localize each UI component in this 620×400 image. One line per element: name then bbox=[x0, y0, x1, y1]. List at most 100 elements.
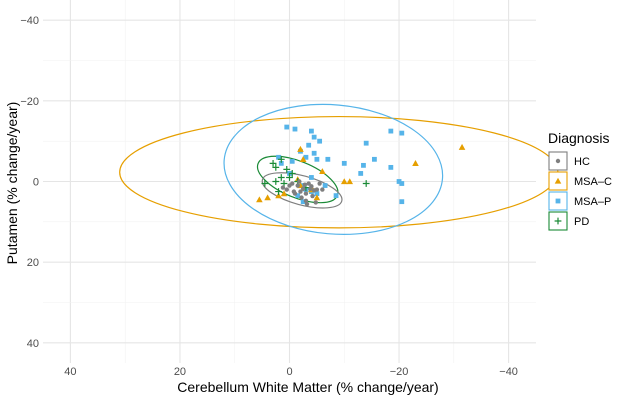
legend-key-marker bbox=[554, 177, 562, 184]
data-point bbox=[388, 164, 394, 170]
data-point bbox=[303, 154, 309, 160]
data-point bbox=[297, 145, 304, 152]
data-point bbox=[309, 175, 314, 180]
data-point bbox=[341, 160, 347, 166]
data-point bbox=[286, 174, 293, 181]
data-point bbox=[310, 193, 315, 199]
legend-label: MSA–C bbox=[574, 176, 612, 188]
legend-key-marker bbox=[555, 158, 561, 164]
legend-item: PD bbox=[548, 211, 589, 231]
data-point bbox=[325, 156, 331, 162]
data-point bbox=[346, 178, 354, 185]
x-tick-label: −20 bbox=[390, 366, 409, 378]
data-point bbox=[277, 155, 285, 163]
data-point bbox=[311, 150, 317, 156]
data-point bbox=[256, 196, 263, 203]
data-point bbox=[319, 168, 326, 175]
data-point bbox=[311, 134, 317, 140]
data-point bbox=[277, 174, 285, 181]
data-point bbox=[314, 156, 320, 162]
legend-label: PD bbox=[574, 216, 589, 228]
data-point bbox=[280, 185, 286, 190]
y-axis-title: Putamen (% change/year) bbox=[4, 102, 20, 265]
data-point bbox=[362, 180, 370, 187]
y-tick-label: −40 bbox=[20, 15, 39, 27]
data-point bbox=[306, 181, 311, 186]
y-tick-label: 0 bbox=[33, 177, 39, 189]
legend-label: MSA–P bbox=[574, 196, 611, 208]
data-point bbox=[361, 162, 366, 168]
legend-label: HC bbox=[574, 156, 590, 168]
data-point bbox=[320, 187, 325, 192]
data-point bbox=[317, 138, 323, 144]
legend-item: MSA–C bbox=[548, 171, 612, 191]
data-point bbox=[306, 142, 312, 148]
data-point bbox=[278, 160, 284, 166]
plot-panel bbox=[43, 0, 559, 363]
x-tick-label: 40 bbox=[64, 366, 76, 378]
x-ticks: 40 20 0 −20 −40 bbox=[64, 366, 518, 378]
data-point bbox=[302, 182, 308, 187]
y-tick-label: −20 bbox=[20, 96, 39, 108]
data-point bbox=[303, 191, 309, 196]
data-point bbox=[287, 183, 292, 188]
data-point bbox=[308, 186, 313, 191]
data-point bbox=[399, 130, 405, 136]
y-ticks: −40 −20 0 20 40 bbox=[20, 15, 39, 350]
data-point bbox=[412, 160, 419, 166]
ellipse-circle bbox=[261, 172, 343, 209]
data-point bbox=[300, 186, 306, 191]
legend-title: Diagnosis bbox=[548, 130, 609, 146]
data-point bbox=[309, 128, 314, 134]
data-point bbox=[264, 194, 271, 201]
x-tick-label: 0 bbox=[286, 366, 292, 378]
x-tick-label: 20 bbox=[174, 366, 186, 378]
data-point bbox=[299, 156, 307, 162]
data-point bbox=[399, 199, 405, 205]
data-point bbox=[358, 171, 364, 176]
ellipse-triangle bbox=[119, 115, 559, 229]
data-point bbox=[313, 200, 318, 205]
data-point bbox=[322, 183, 328, 188]
data-point bbox=[298, 189, 303, 194]
data-point bbox=[295, 193, 301, 199]
series-circle bbox=[280, 179, 325, 207]
data-point bbox=[372, 156, 377, 162]
data-point bbox=[291, 189, 297, 194]
data-point bbox=[333, 193, 339, 199]
x-axis-title: Cerebellum White Matter (% change/year) bbox=[177, 379, 438, 395]
data-point bbox=[292, 126, 298, 132]
data-point bbox=[340, 178, 348, 185]
data-point bbox=[283, 166, 291, 173]
data-point bbox=[284, 187, 289, 192]
data-point bbox=[299, 195, 304, 200]
y-tick-label: 40 bbox=[27, 338, 39, 350]
data-point bbox=[269, 159, 277, 167]
data-point bbox=[399, 181, 405, 186]
data-point bbox=[297, 179, 302, 184]
data-point bbox=[276, 154, 281, 160]
legend-key-marker bbox=[554, 217, 562, 225]
data-point bbox=[458, 143, 466, 150]
data-point bbox=[275, 188, 282, 195]
data-point bbox=[261, 180, 269, 187]
data-point bbox=[300, 199, 306, 205]
y-tick-label: 20 bbox=[27, 257, 39, 269]
data-point bbox=[314, 191, 320, 196]
legend: Diagnosis HC MSA–C MSA–P PD bbox=[548, 130, 612, 231]
data-point bbox=[313, 194, 321, 201]
data-point bbox=[280, 190, 288, 197]
data-point bbox=[288, 170, 296, 177]
data-point bbox=[272, 178, 280, 185]
legend-item: MSA–P bbox=[548, 191, 611, 211]
data-point bbox=[284, 124, 290, 130]
data-point bbox=[363, 140, 369, 146]
data-point bbox=[314, 187, 320, 192]
data-point bbox=[295, 183, 300, 188]
series-triangle bbox=[256, 143, 466, 203]
data-point bbox=[317, 181, 322, 186]
data-point bbox=[275, 192, 282, 199]
data-point bbox=[272, 163, 280, 171]
legend-key-marker bbox=[555, 198, 561, 204]
